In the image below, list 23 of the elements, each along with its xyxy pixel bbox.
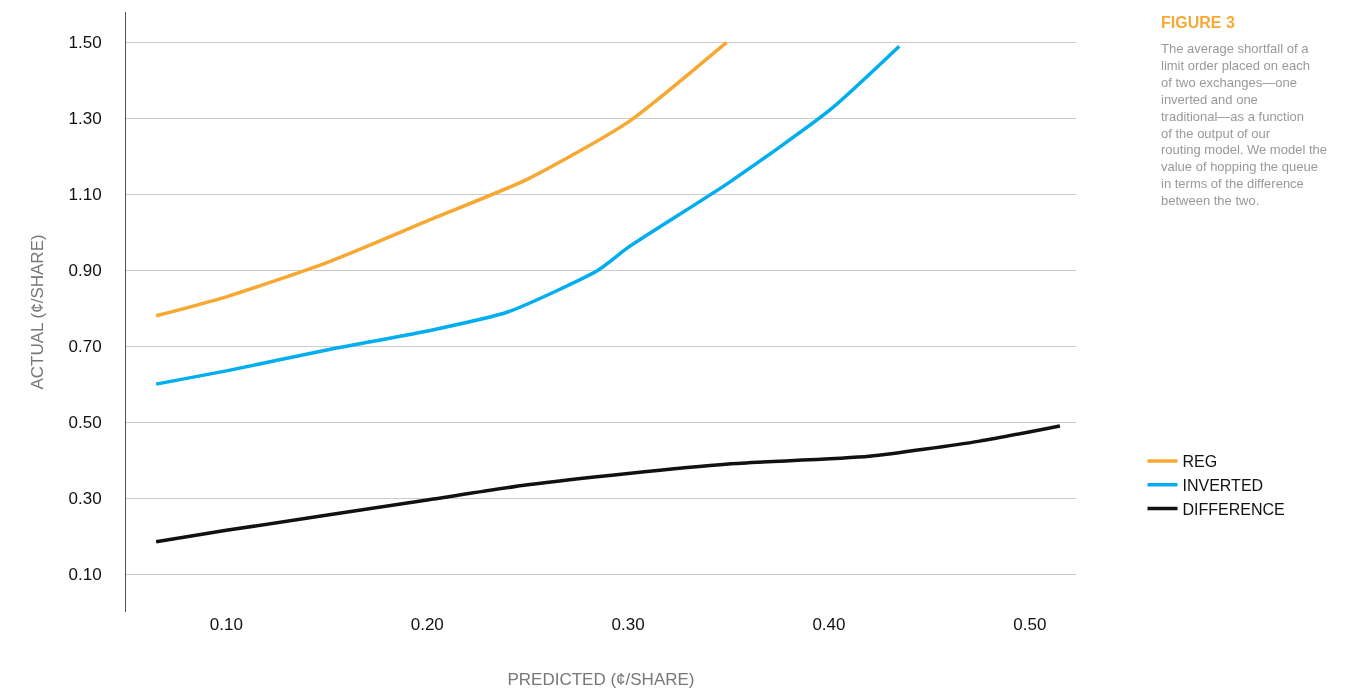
y-tick-label: 0.30 <box>68 489 102 509</box>
y-tick-label: 0.50 <box>68 413 102 433</box>
x-tick-label: 0.30 <box>611 615 645 634</box>
text: FIGURE 3 <box>1161 14 1235 31</box>
x-tick-label: 0.20 <box>410 615 444 634</box>
x-tick-label: 0.40 <box>812 615 846 634</box>
y-tick-label: 0.90 <box>68 261 102 281</box>
legend-label: DIFFERENCE <box>1182 500 1285 518</box>
y-axis-title: ACTUAL (¢/SHARE) <box>28 234 48 390</box>
y-tick-label: 1.50 <box>68 33 102 53</box>
line-series <box>154 44 902 386</box>
line-series <box>154 424 1062 544</box>
x-tick-label: 0.50 <box>1013 615 1047 634</box>
line-series <box>154 40 729 318</box>
legend-label: INVERTED <box>1182 476 1264 494</box>
y-tick-label: 1.30 <box>68 109 102 129</box>
text: The average shortfall of a limit order placed on each of two exchanges—one inverted and one traditional—as a function of the output of our routing model. We model the value of hopping the queue in terms of the difference between the two. <box>1161 41 1327 209</box>
legend-label: REG <box>1182 453 1218 471</box>
x-tick-label: 0.10 <box>209 615 243 634</box>
x-axis-title: PREDICTED (¢/SHARE) <box>507 670 695 690</box>
y-tick-label: 1.10 <box>68 185 102 205</box>
y-tick-label: 0.70 <box>68 337 102 357</box>
y-tick-label: 0.10 <box>68 564 102 584</box>
